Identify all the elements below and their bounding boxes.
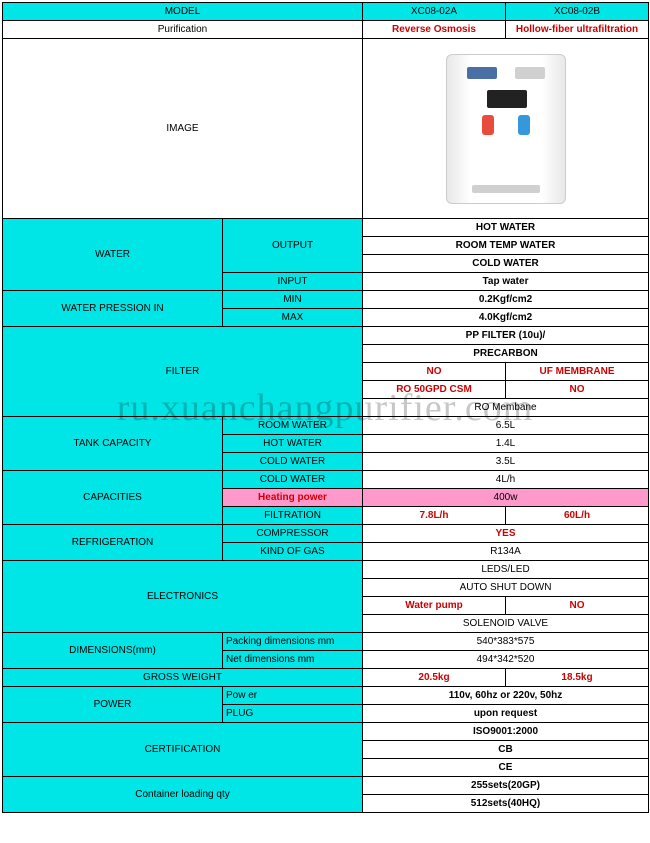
cert-cb: CB <box>363 741 649 759</box>
hot-water-value: 1.4L <box>363 435 649 453</box>
image-label: IMAGE <box>3 39 363 219</box>
gross-weight-label: GROSS WEIGHT <box>3 669 363 687</box>
container-label: Container loading qty <box>3 777 363 813</box>
water-pump-label: Water pump <box>363 597 506 615</box>
table-row: CERTIFICATION ISO9001:2000 <box>3 723 649 741</box>
table-row: GROSS WEIGHT 20.5kg 18.5kg <box>3 669 649 687</box>
uf-membrane: UF MEMBRANE <box>506 363 649 381</box>
purification-a: Reverse Osmosis <box>363 21 506 39</box>
cold-water-cap-label: COLD WATER <box>223 471 363 489</box>
filtration-label: FILTRATION <box>223 507 363 525</box>
net-dim-label: Net dimensions mm <box>223 651 363 669</box>
precarbon: PRECARBON <box>363 345 649 363</box>
table-row: Purification Reverse Osmosis Hollow-fibe… <box>3 21 649 39</box>
table-row: Container loading qty 255sets(20GP) <box>3 777 649 795</box>
packing-dim-value: 540*383*575 <box>363 633 649 651</box>
tank-label: TANK CAPACITY <box>3 417 223 471</box>
tap-water: Tap water <box>363 273 649 291</box>
auto-shutdown: AUTO SHUT DOWN <box>363 579 649 597</box>
table-row: MODEL XC08-02A XC08-02B <box>3 3 649 21</box>
cold-water-cap-value: 4L/h <box>363 471 649 489</box>
input-label: INPUT <box>223 273 363 291</box>
table-row: WATER PRESSION IN MIN 0.2Kgf/cm2 <box>3 291 649 309</box>
certification-label: CERTIFICATION <box>3 723 363 777</box>
container-v2: 512sets(40HQ) <box>363 795 649 813</box>
max-label: MAX <box>223 309 363 327</box>
filtration-b: 60L/h <box>506 507 649 525</box>
filtration-a: 7.8L/h <box>363 507 506 525</box>
table-row: POWER Pow er 110v, 60hz or 220v, 50hz <box>3 687 649 705</box>
max-value: 4.0Kgf/cm2 <box>363 309 649 327</box>
filter-label: FILTER <box>3 327 363 417</box>
model-a: XC08-02A <box>363 3 506 21</box>
cert-ce: CE <box>363 759 649 777</box>
model-b: XC08-02B <box>506 3 649 21</box>
min-value: 0.2Kgf/cm2 <box>363 291 649 309</box>
room-water-value: 6.5L <box>363 417 649 435</box>
electronics-label: ELECTRONICS <box>3 561 363 633</box>
plug-value: upon request <box>363 705 649 723</box>
water-label: WATER <box>3 219 223 291</box>
table-row: FILTER PP FILTER (10u)/ <box>3 327 649 345</box>
packing-dim-label: Packing dimensions mm <box>223 633 363 651</box>
dimensions-label: DIMENSIONS(mm) <box>3 633 223 669</box>
container-v1: 255sets(20GP) <box>363 777 649 795</box>
table-row: IMAGE <box>3 39 649 219</box>
cold-water-tank-value: 3.5L <box>363 453 649 471</box>
heating-power-label: Heating power <box>223 489 363 507</box>
model-label: MODEL <box>3 3 363 21</box>
gas-value: R134A <box>363 543 649 561</box>
table-row: TANK CAPACITY ROOM WATER 6.5L <box>3 417 649 435</box>
output-label: OUTPUT <box>223 219 363 273</box>
ro-50gpd: RO 50GPD CSM <box>363 381 506 399</box>
pp-filter: PP FILTER (10u)/ <box>363 327 649 345</box>
water-pump-value: NO <box>506 597 649 615</box>
filter-no-a: NO <box>363 363 506 381</box>
power-sub-label: Pow er <box>223 687 363 705</box>
room-temp-water: ROOM TEMP WATER <box>363 237 649 255</box>
spec-table: MODEL XC08-02A XC08-02B Purification Rev… <box>2 2 649 813</box>
refrigeration-label: REFRIGERATION <box>3 525 223 561</box>
filter-no-b: NO <box>506 381 649 399</box>
purification-label: Purification <box>3 21 363 39</box>
min-label: MIN <box>223 291 363 309</box>
table-row: ELECTRONICS LEDS/LED <box>3 561 649 579</box>
net-dim-value: 494*342*520 <box>363 651 649 669</box>
product-image <box>363 39 649 219</box>
cert-iso: ISO9001:2000 <box>363 723 649 741</box>
cold-water: COLD WATER <box>363 255 649 273</box>
table-row: REFRIGERATION COMPRESSOR YES <box>3 525 649 543</box>
hot-water: HOT WATER <box>363 219 649 237</box>
table-row: CAPACITIES COLD WATER 4L/h <box>3 471 649 489</box>
table-row: DIMENSIONS(mm) Packing dimensions mm 540… <box>3 633 649 651</box>
heating-power-value: 400w <box>363 489 649 507</box>
power-value: 110v, 60hz or 220v, 50hz <box>363 687 649 705</box>
compressor-value: YES <box>363 525 649 543</box>
power-label: POWER <box>3 687 223 723</box>
solenoid-valve: SOLENOID VALVE <box>363 615 649 633</box>
pressure-label: WATER PRESSION IN <box>3 291 223 327</box>
cold-water-tank-label: COLD WATER <box>223 453 363 471</box>
weight-b: 18.5kg <box>506 669 649 687</box>
gas-label: KIND OF GAS <box>223 543 363 561</box>
capacities-label: CAPACITIES <box>3 471 223 525</box>
purification-b: Hollow-fiber ultrafiltration <box>506 21 649 39</box>
table-row: WATER OUTPUT HOT WATER <box>3 219 649 237</box>
leds: LEDS/LED <box>363 561 649 579</box>
room-water-label: ROOM WATER <box>223 417 363 435</box>
plug-label: PLUG <box>223 705 363 723</box>
weight-a: 20.5kg <box>363 669 506 687</box>
ro-membrane: RO Membane <box>363 399 649 417</box>
hot-water-label: HOT WATER <box>223 435 363 453</box>
compressor-label: COMPRESSOR <box>223 525 363 543</box>
